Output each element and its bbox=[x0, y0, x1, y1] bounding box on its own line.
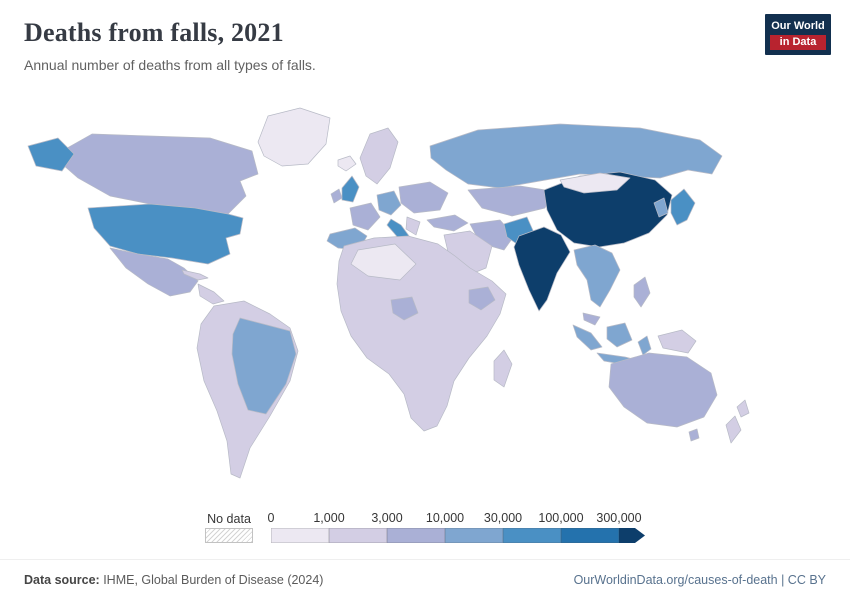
region-philippines[interactable] bbox=[633, 276, 651, 308]
legend-color-bar bbox=[271, 528, 645, 543]
chart-footer: Data source: IHME, Global Burden of Dise… bbox=[0, 559, 850, 600]
region-africa[interactable] bbox=[336, 235, 507, 432]
region-cuba[interactable] bbox=[181, 269, 209, 281]
no-data-swatch bbox=[205, 528, 253, 543]
region-uk[interactable] bbox=[341, 175, 360, 203]
page-title: Deaths from falls, 2021 bbox=[24, 18, 284, 47]
region-malaysia[interactable] bbox=[582, 312, 601, 326]
legend-colorbar: 0 1,000 3,000 10,000 30,000 100,000 300,… bbox=[267, 511, 645, 543]
region-central-america[interactable] bbox=[197, 283, 225, 305]
region-new-guinea[interactable] bbox=[657, 329, 697, 354]
legend-tick-1: 1,000 bbox=[313, 511, 345, 525]
region-brazil[interactable] bbox=[231, 317, 297, 415]
legend-bin-6[interactable] bbox=[561, 528, 619, 543]
world-map bbox=[27, 107, 750, 479]
region-indonesia-sulawesi[interactable] bbox=[637, 335, 652, 356]
region-balkans[interactable] bbox=[405, 216, 421, 236]
data-source: Data source: IHME, Global Burden of Dise… bbox=[24, 573, 323, 587]
region-japan[interactable] bbox=[670, 188, 696, 226]
region-mexico[interactable] bbox=[109, 247, 199, 297]
data-source-label: Data source: bbox=[24, 573, 100, 587]
no-data-label: No data bbox=[207, 512, 251, 526]
region-new-zealand-north[interactable] bbox=[736, 399, 750, 418]
map-legend: No data 0 1,000 3,000 10,000 30,000 100,… bbox=[0, 506, 850, 558]
region-madagascar[interactable] bbox=[493, 349, 513, 388]
legend-tick-6: 300,000 bbox=[596, 511, 642, 525]
region-eastern-europe[interactable] bbox=[398, 181, 449, 214]
region-canada[interactable] bbox=[59, 133, 259, 215]
legend-bin-1[interactable] bbox=[271, 528, 329, 543]
legend-bin-3[interactable] bbox=[387, 528, 445, 543]
legend-tick-5: 100,000 bbox=[538, 511, 584, 525]
region-korea[interactable] bbox=[653, 197, 669, 218]
region-mongolia[interactable] bbox=[559, 172, 631, 194]
data-source-text: IHME, Global Burden of Disease (2024) bbox=[99, 573, 324, 587]
legend-tick-2: 3,000 bbox=[371, 511, 403, 525]
owid-logo[interactable]: Our World in Data bbox=[765, 14, 831, 56]
region-russia[interactable] bbox=[429, 123, 723, 189]
region-usa[interactable] bbox=[87, 203, 244, 265]
region-turkey[interactable] bbox=[426, 214, 469, 232]
world-map-container bbox=[0, 86, 850, 506]
region-new-zealand-south[interactable] bbox=[725, 415, 742, 444]
chart-header: Deaths from falls, 2021 Annual number of… bbox=[0, 0, 850, 86]
legend-bin-7[interactable] bbox=[619, 528, 645, 543]
region-iceland[interactable] bbox=[337, 155, 357, 172]
region-australia[interactable] bbox=[608, 352, 718, 428]
chart-subtitle: Annual number of deaths from all types o… bbox=[24, 57, 316, 73]
region-greenland[interactable] bbox=[257, 107, 331, 167]
owid-logo-line2: in Data bbox=[770, 35, 826, 51]
region-scandinavia[interactable] bbox=[359, 127, 399, 185]
region-ireland[interactable] bbox=[330, 188, 343, 204]
legend-bin-4[interactable] bbox=[445, 528, 503, 543]
legend-no-data-group[interactable]: No data bbox=[205, 512, 253, 543]
legend-tick-labels: 0 1,000 3,000 10,000 30,000 100,000 300,… bbox=[267, 511, 645, 528]
legend-bin-5[interactable] bbox=[503, 528, 561, 543]
legend-tick-4: 30,000 bbox=[483, 511, 523, 525]
region-india[interactable] bbox=[513, 226, 571, 312]
region-nigeria[interactable] bbox=[390, 296, 419, 321]
legend-tick-3: 10,000 bbox=[425, 511, 465, 525]
region-indonesia-sumatra[interactable] bbox=[572, 324, 603, 351]
region-germany[interactable] bbox=[376, 190, 402, 216]
region-se-asia[interactable] bbox=[573, 244, 621, 308]
legend-tick-0: 0 bbox=[267, 511, 275, 525]
region-central-asia[interactable] bbox=[467, 185, 553, 217]
region-alaska[interactable] bbox=[27, 137, 75, 172]
legend-bin-2[interactable] bbox=[329, 528, 387, 543]
owid-logo-line1: Our World bbox=[771, 20, 825, 32]
region-tasmania[interactable] bbox=[688, 428, 700, 442]
owid-credit-link[interactable]: OurWorldinData.org/causes-of-death | CC … bbox=[573, 573, 826, 587]
region-ethiopia[interactable] bbox=[468, 286, 496, 311]
region-france[interactable] bbox=[349, 202, 381, 231]
region-sahara[interactable] bbox=[350, 243, 417, 281]
region-indonesia-borneo[interactable] bbox=[606, 322, 633, 348]
